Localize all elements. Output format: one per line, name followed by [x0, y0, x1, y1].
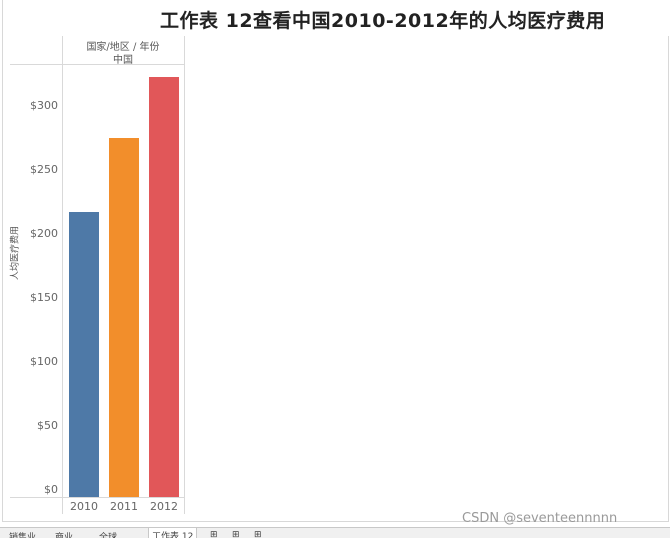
- sheet-title: 工作表 12查看中国2010-2012年的人均医疗费用: [160, 10, 606, 32]
- sheet-tab-3[interactable]: …全球…: [90, 533, 127, 538]
- axis-divider-left: [62, 36, 63, 514]
- y-tick-label: $50: [37, 419, 58, 432]
- bar-2010[interactable]: [69, 212, 99, 497]
- x-tick-label: 2012: [150, 500, 178, 513]
- y-tick-label: $100: [30, 355, 58, 368]
- x-axis-line: [10, 497, 184, 498]
- pane-divider-right: [184, 36, 185, 514]
- sheet-tab-2[interactable]: …商业: [46, 533, 74, 538]
- sheet-tab-bar: …销售业 …商业 …全球… 工作表 12 ⊞ ⊞ ⊞: [0, 527, 670, 538]
- column-header-country: 中国: [113, 55, 133, 66]
- y-tick-label: $250: [30, 163, 58, 176]
- x-tick-label: 2010: [70, 500, 98, 513]
- y-tick-label: $200: [30, 227, 58, 240]
- frame-left-border: [2, 0, 3, 522]
- x-tick-label: 2011: [110, 500, 138, 513]
- watermark-text: CSDN @seventeennnnn: [462, 511, 618, 526]
- y-tick-label: $300: [30, 99, 58, 112]
- y-axis-label: 人均医疗费用: [10, 225, 21, 280]
- sheet-tab-active[interactable]: 工作表 12: [148, 528, 198, 538]
- frame-right-border: [668, 36, 669, 522]
- y-tick-label: $0: [44, 483, 58, 496]
- y-tick-label: $150: [30, 291, 58, 304]
- column-header-dimension: 国家/地区 / 年份: [86, 42, 160, 53]
- new-worksheet-icon[interactable]: ⊞: [210, 530, 218, 538]
- header-divider: [10, 64, 184, 65]
- bar-2011[interactable]: [109, 138, 139, 497]
- new-story-icon[interactable]: ⊞: [254, 530, 262, 538]
- frame-bottom-border: [2, 521, 669, 522]
- new-dashboard-icon[interactable]: ⊞: [232, 530, 240, 538]
- bar-2012[interactable]: [149, 76, 179, 497]
- sheet-tab-1[interactable]: …销售业: [0, 533, 37, 538]
